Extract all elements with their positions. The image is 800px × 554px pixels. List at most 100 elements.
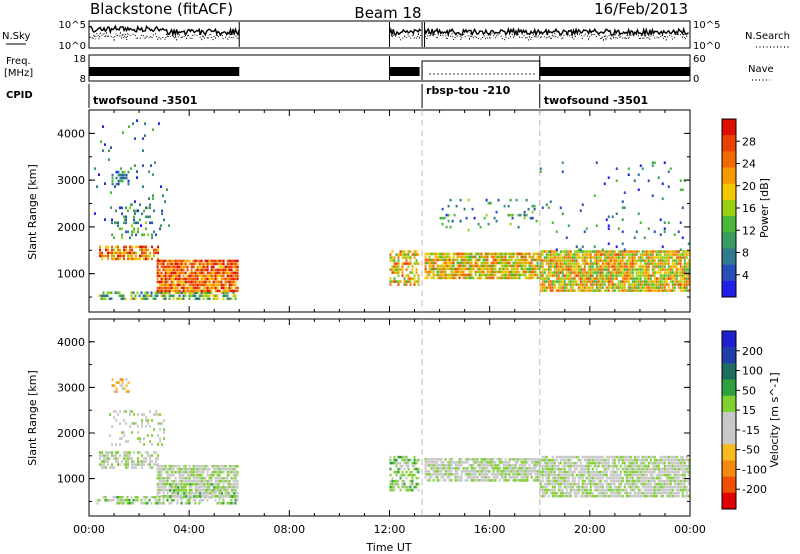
range-cell xyxy=(170,259,173,263)
range-cell xyxy=(130,297,133,301)
range-cell xyxy=(466,458,469,461)
range-cell xyxy=(577,265,580,268)
range-cell xyxy=(214,286,217,290)
range-cell xyxy=(492,473,495,476)
range-cell xyxy=(621,283,624,286)
range-cell xyxy=(159,428,162,431)
range-cell xyxy=(460,461,463,464)
range-cell xyxy=(601,259,604,262)
range-cell xyxy=(162,479,165,483)
range-cell xyxy=(397,283,400,286)
range-cell xyxy=(468,255,471,259)
range-cell xyxy=(144,297,147,301)
range-cell xyxy=(653,479,656,483)
range-cell xyxy=(474,479,477,482)
range-cell xyxy=(503,204,506,208)
range-cell xyxy=(171,483,174,486)
range-cell xyxy=(216,479,219,483)
range-cell xyxy=(188,501,191,505)
range-cell xyxy=(561,250,564,253)
range-cell xyxy=(613,286,616,289)
range-cell xyxy=(200,488,203,492)
range-cell xyxy=(653,461,656,465)
range-cell xyxy=(543,464,546,468)
range-cell xyxy=(143,443,146,446)
range-cell xyxy=(563,277,566,280)
range-cell xyxy=(126,498,129,502)
range-cell xyxy=(504,479,507,482)
range-cell xyxy=(150,501,153,505)
range-cell xyxy=(653,250,656,253)
range-cell xyxy=(530,470,533,473)
range-cell xyxy=(683,458,686,462)
range-cell xyxy=(681,280,684,283)
range-cell xyxy=(687,479,690,483)
range-cell xyxy=(502,255,505,259)
range-cell xyxy=(216,259,219,263)
range-cell xyxy=(117,457,120,460)
range-cell xyxy=(158,271,161,275)
range-cell xyxy=(663,221,666,225)
range-cell xyxy=(117,451,120,454)
range-cell xyxy=(143,413,146,416)
range-cell xyxy=(587,253,590,256)
range-cell xyxy=(113,384,116,387)
range-cell xyxy=(651,164,654,168)
range-cell xyxy=(214,464,217,468)
range-cell xyxy=(134,498,137,502)
range-cell xyxy=(524,276,527,280)
range-cell xyxy=(673,262,676,265)
range-cell xyxy=(520,473,523,476)
range-cell xyxy=(585,289,588,292)
range-cell xyxy=(559,262,562,265)
range-cell xyxy=(643,283,646,286)
range-cell xyxy=(464,473,467,476)
range-cell xyxy=(613,274,616,277)
range-cell xyxy=(669,494,672,498)
range-cell xyxy=(391,479,394,483)
range-cell xyxy=(482,273,485,277)
range-cell xyxy=(637,265,640,268)
range-cell xyxy=(230,283,233,287)
range-cell xyxy=(605,488,608,492)
range-cell xyxy=(397,280,400,283)
range-cell xyxy=(100,297,103,301)
range-cell xyxy=(180,467,183,471)
range-cell xyxy=(236,485,239,489)
range-cell xyxy=(482,261,485,265)
range-cell xyxy=(557,476,560,480)
range-cell xyxy=(543,250,546,253)
range-cell xyxy=(188,494,191,498)
range-cell xyxy=(204,274,207,278)
range-cell xyxy=(512,276,515,280)
range-cell xyxy=(460,479,463,482)
range-cell xyxy=(577,256,580,259)
range-cell xyxy=(455,204,458,208)
range-cell xyxy=(645,470,648,474)
range-cell xyxy=(591,473,594,477)
range-cell xyxy=(651,256,654,259)
range-cell xyxy=(647,455,650,459)
range-cell xyxy=(389,458,392,462)
range-cell xyxy=(108,498,111,502)
range-cell xyxy=(141,419,144,422)
range-cell xyxy=(655,250,658,253)
range-cell xyxy=(595,271,598,274)
range-cell xyxy=(123,457,126,460)
range-cell xyxy=(184,289,187,293)
range-cell xyxy=(480,467,483,470)
range-cell xyxy=(162,259,165,263)
range-cell xyxy=(629,277,632,280)
range-cell xyxy=(460,258,463,262)
range-cell xyxy=(559,482,562,486)
range-cell xyxy=(146,294,149,298)
range-cell xyxy=(581,473,584,477)
range-cell xyxy=(424,264,427,268)
range-cell xyxy=(528,261,531,265)
range-cell xyxy=(534,267,537,271)
range-cell xyxy=(627,455,630,459)
nsearch-trace xyxy=(88,31,240,42)
range-cell xyxy=(545,473,548,477)
range-cell xyxy=(601,253,604,256)
